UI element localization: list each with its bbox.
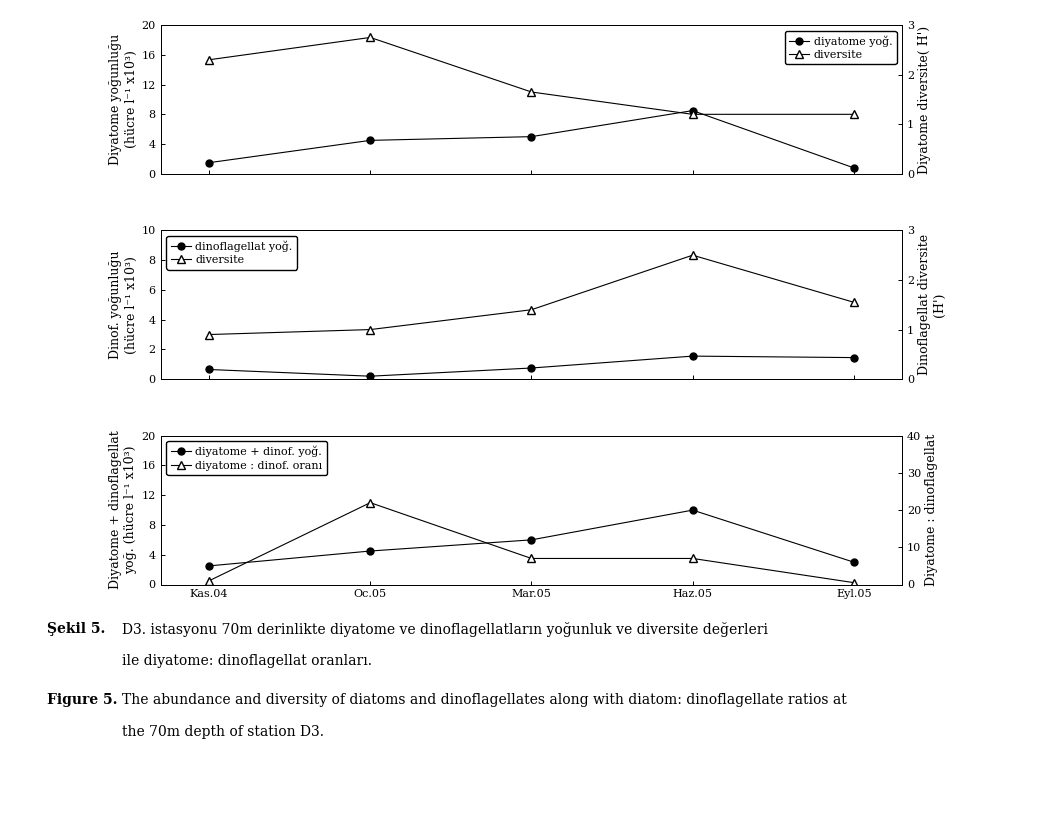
diversite bbox=[525, 87, 537, 97]
Y-axis label: Diyatome + dinoflagellat
yoğ. (hücre l⁻¹ x10³): Diyatome + dinoflagellat yoğ. (hücre l⁻¹… bbox=[110, 431, 138, 590]
diyatome yoğ. bbox=[364, 135, 376, 145]
diyatome yoğ. bbox=[686, 105, 699, 115]
Line: dinoflagellat yoğ.: dinoflagellat yoğ. bbox=[205, 352, 858, 380]
dinoflagellat yoğ. bbox=[364, 372, 376, 382]
diyatome + dinof. yoğ. bbox=[203, 561, 216, 571]
Legend: diyatome yoğ., diversite: diyatome yoğ., diversite bbox=[785, 31, 897, 64]
Y-axis label: Diyatome diversite( H'): Diyatome diversite( H') bbox=[919, 25, 931, 174]
diversite bbox=[847, 109, 860, 119]
diyatome yoğ. bbox=[847, 163, 860, 173]
Legend: dinoflagellat yoğ., diversite: dinoflagellat yoğ., diversite bbox=[166, 236, 297, 270]
Text: The abundance and diversity of diatoms and dinoflagellates along with diatom: di: The abundance and diversity of diatoms a… bbox=[122, 693, 847, 707]
Line: diversite: diversite bbox=[205, 251, 858, 339]
Legend: diyatome + dinof. yoğ., diyatome : dinof. oranı: diyatome + dinof. yoğ., diyatome : dinof… bbox=[166, 441, 327, 475]
Line: diyatome + dinof. yoğ.: diyatome + dinof. yoğ. bbox=[205, 507, 858, 569]
diyatome : dinof. oranı: (1, 22): dinof. oranı: (1, 22) bbox=[364, 498, 376, 508]
diyatome : dinof. oranı: (0, 1): dinof. oranı: (0, 1) bbox=[203, 576, 216, 586]
diversite bbox=[847, 297, 860, 307]
diyatome + dinof. yoğ. bbox=[847, 557, 860, 567]
dinoflagellat yoğ. bbox=[847, 352, 860, 362]
Y-axis label: Dinof. yoğunluğu
(hücre l⁻¹ x10³): Dinof. yoğunluğu (hücre l⁻¹ x10³) bbox=[110, 250, 138, 359]
diversite bbox=[525, 305, 537, 315]
diversite bbox=[686, 250, 699, 261]
dinoflagellat yoğ. bbox=[525, 363, 537, 373]
diyatome : dinof. oranı: (4, 0.5): dinof. oranı: (4, 0.5) bbox=[847, 578, 860, 588]
Line: diversite: diversite bbox=[205, 33, 858, 119]
Text: Figure 5.: Figure 5. bbox=[47, 693, 117, 707]
Y-axis label: Diyatome yoğunluğu
(hücre l⁻¹ x10³): Diyatome yoğunluğu (hücre l⁻¹ x10³) bbox=[110, 34, 138, 165]
Y-axis label: Dinoflagellat diversite
(H'): Dinoflagellat diversite (H') bbox=[919, 234, 947, 376]
diyatome : dinof. oranı: (2, 7): dinof. oranı: (2, 7) bbox=[525, 554, 537, 564]
diyatome yoğ. bbox=[203, 158, 216, 168]
diyatome : dinof. oranı: (3, 7): dinof. oranı: (3, 7) bbox=[686, 554, 699, 564]
diversite bbox=[364, 325, 376, 335]
dinoflagellat yoğ. bbox=[203, 365, 216, 375]
Text: Şekil 5.: Şekil 5. bbox=[47, 622, 105, 636]
Text: ile diyatome: dinoflagellat oranları.: ile diyatome: dinoflagellat oranları. bbox=[122, 654, 372, 668]
dinoflagellat yoğ. bbox=[686, 351, 699, 361]
Line: diyatome : dinof. oranı: diyatome : dinof. oranı bbox=[205, 498, 858, 587]
Text: the 70m depth of station D3.: the 70m depth of station D3. bbox=[122, 725, 325, 739]
Y-axis label: Diyatome : dinoflagellat: Diyatome : dinoflagellat bbox=[925, 434, 938, 586]
diyatome yoğ. bbox=[525, 132, 537, 142]
diversite bbox=[203, 330, 216, 340]
diversite bbox=[686, 109, 699, 119]
diversite bbox=[364, 33, 376, 43]
Text: D3. istasyonu 70m derinlikte diyatome ve dinoflagellatların yoğunluk ve diversit: D3. istasyonu 70m derinlikte diyatome ve… bbox=[122, 622, 768, 637]
diyatome + dinof. yoğ. bbox=[525, 535, 537, 545]
Line: diyatome yoğ.: diyatome yoğ. bbox=[205, 107, 858, 171]
diversite bbox=[203, 55, 216, 65]
diyatome + dinof. yoğ. bbox=[364, 546, 376, 556]
diyatome + dinof. yoğ. bbox=[686, 505, 699, 515]
